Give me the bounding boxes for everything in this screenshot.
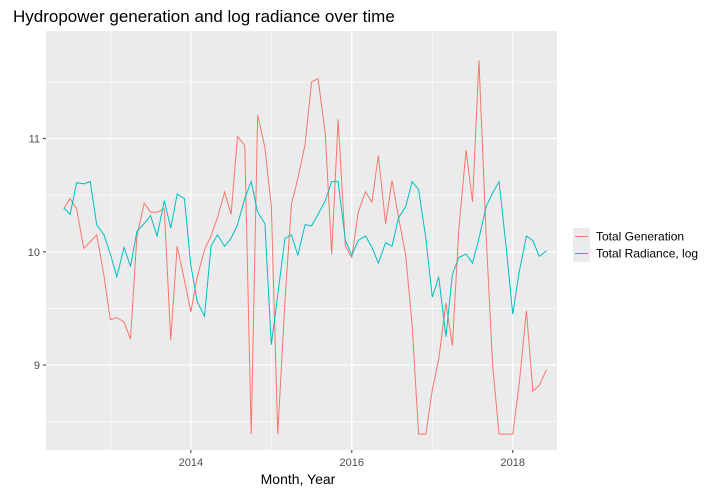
y-tick-label-2: 11: [29, 134, 40, 146]
x-tick-label-2: 2018: [500, 457, 524, 469]
x-axis: 2014 2016 2018: [179, 450, 525, 469]
series-line-0: [63, 60, 547, 435]
legend-label-1: Total Radiance, log: [596, 247, 698, 261]
x-tick-label-0: 2014: [179, 457, 203, 469]
series-lines: [63, 60, 547, 435]
series-line-1: [63, 179, 547, 345]
chart-title: Hydropower generation and log radiance o…: [13, 7, 395, 26]
x-axis-title: Month, Year: [261, 471, 336, 487]
legend: Total Generation Total Radiance, log: [573, 228, 698, 262]
major-gridlines: [46, 31, 557, 450]
x-tick-label-1: 2016: [340, 457, 364, 469]
legend-label-0: Total Generation: [596, 230, 684, 244]
y-tick-label-1: 10: [28, 247, 40, 259]
y-tick-label-0: 9: [34, 360, 40, 372]
y-axis: 9 10 11: [28, 134, 46, 372]
